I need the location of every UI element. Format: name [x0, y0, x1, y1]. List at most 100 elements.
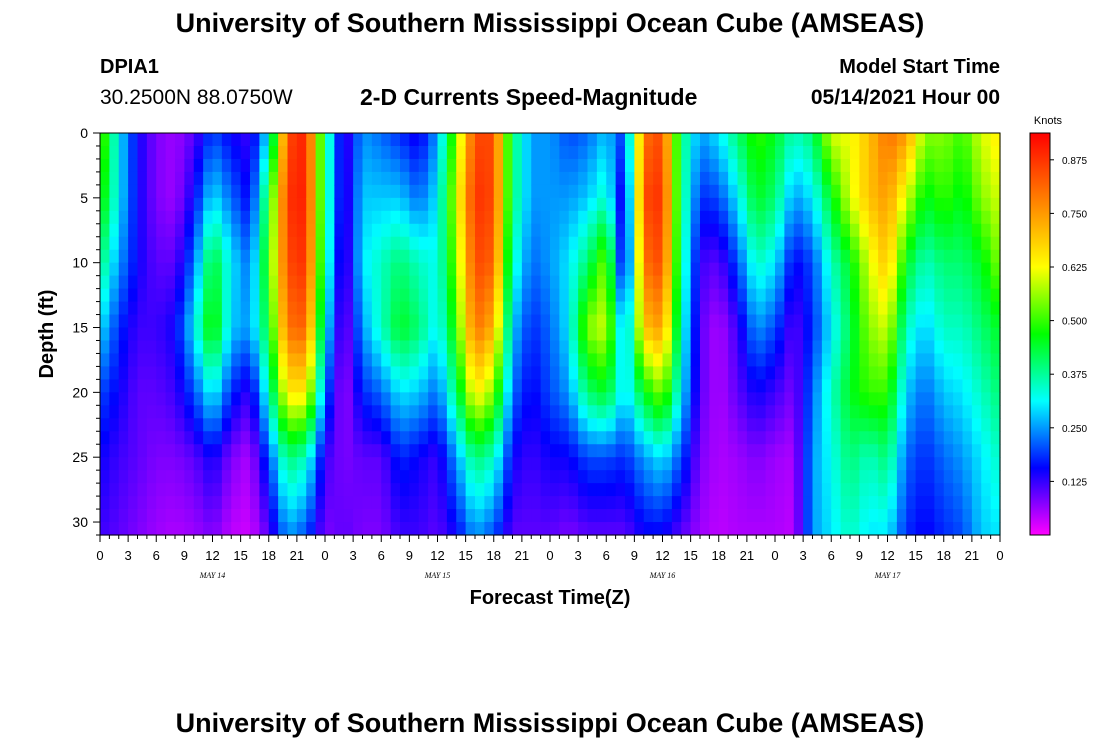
- heatmap-cell: [943, 236, 954, 251]
- heatmap-cell: [765, 314, 776, 329]
- heatmap-cell: [765, 392, 776, 406]
- heatmap-cell: [306, 509, 317, 523]
- heatmap-cell: [137, 262, 148, 277]
- heatmap-cell: [259, 522, 270, 536]
- heatmap-cell: [306, 405, 317, 419]
- heatmap-cell: [315, 457, 326, 471]
- heatmap-cell: [896, 340, 907, 355]
- heatmap-cell: [315, 314, 326, 329]
- heatmap-cell: [484, 262, 495, 277]
- heatmap-cell: [296, 223, 307, 238]
- heatmap-cell: [521, 314, 532, 329]
- heatmap-cell: [484, 171, 495, 186]
- heatmap-cell: [381, 418, 392, 432]
- heatmap-cell: [971, 522, 982, 536]
- x-tick-label: 15: [233, 548, 247, 563]
- heatmap-cell: [400, 288, 410, 303]
- heatmap-cell: [765, 431, 776, 445]
- heatmap-cell: [953, 275, 964, 290]
- heatmap-cell: [709, 457, 720, 471]
- heatmap-cell: [484, 301, 495, 316]
- heatmap-cell: [765, 145, 776, 160]
- heatmap-cell: [343, 418, 354, 432]
- heatmap-cell: [446, 171, 457, 186]
- heatmap-cell: [943, 145, 954, 160]
- heatmap-cell: [446, 418, 457, 432]
- heatmap-cell: [531, 301, 542, 316]
- heatmap-cell: [559, 210, 570, 225]
- heatmap-cell: [925, 418, 935, 432]
- heatmap-cell: [306, 301, 317, 316]
- heatmap-cell: [184, 184, 195, 199]
- heatmap-cell: [718, 197, 729, 212]
- heatmap-cell: [625, 171, 635, 186]
- heatmap-cell: [203, 405, 214, 419]
- heatmap-cell: [868, 210, 879, 225]
- heatmap-cell: [353, 236, 364, 251]
- heatmap-cell: [381, 483, 392, 497]
- heatmap-cell: [456, 392, 467, 406]
- heatmap-cell: [690, 210, 701, 225]
- heatmap-cell: [728, 392, 739, 406]
- heatmap-cell: [953, 210, 964, 225]
- heatmap-cell: [231, 379, 242, 393]
- heatmap-cell: [493, 327, 504, 342]
- heatmap-cell: [259, 457, 270, 471]
- heatmap-cell: [784, 418, 795, 432]
- heatmap-cell: [493, 509, 504, 523]
- heatmap-cell: [381, 249, 392, 264]
- heatmap-cell: [587, 379, 598, 393]
- heatmap-cell: [221, 184, 232, 199]
- heatmap-cell: [587, 249, 598, 264]
- heatmap-cell: [212, 431, 223, 445]
- heatmap-cell: [596, 431, 607, 445]
- heatmap-cell: [362, 301, 373, 316]
- heatmap-cell: [437, 197, 448, 212]
- heatmap-cell: [287, 301, 298, 316]
- heatmap-cell: [409, 249, 420, 264]
- heatmap-cell: [971, 133, 982, 147]
- heatmap-cell: [184, 262, 195, 277]
- heatmap-cell: [681, 158, 692, 173]
- heatmap-cell: [643, 366, 654, 380]
- heatmap-cell: [446, 405, 457, 419]
- heatmap-cell: [765, 418, 776, 432]
- heatmap-cell: [456, 184, 467, 199]
- heatmap-cell: [212, 262, 223, 277]
- heatmap-cell: [484, 405, 495, 419]
- heatmap-cell: [690, 262, 701, 277]
- heatmap-cell: [231, 392, 242, 406]
- heatmap-cell: [793, 509, 804, 523]
- heatmap-cell: [221, 483, 232, 497]
- heatmap-cell: [625, 158, 635, 173]
- heatmap-cell: [615, 314, 626, 329]
- heatmap-cell: [278, 145, 289, 160]
- heatmap-cell: [315, 483, 326, 497]
- heatmap-cell: [456, 340, 467, 355]
- heatmap-cell: [100, 496, 110, 510]
- heatmap-cell: [765, 249, 776, 264]
- heatmap-cell: [971, 392, 982, 406]
- heatmap-cell: [906, 496, 917, 510]
- heatmap-cell: [878, 184, 889, 199]
- heatmap-cell: [568, 522, 579, 536]
- heatmap-cell: [315, 431, 326, 445]
- heatmap-cell: [278, 483, 289, 497]
- heatmap-cell: [587, 483, 598, 497]
- heatmap-cell: [625, 444, 635, 458]
- heatmap-cell: [409, 133, 420, 147]
- heatmap-cell: [915, 522, 926, 536]
- heatmap-cell: [306, 223, 317, 238]
- heatmap-cell: [700, 223, 710, 238]
- heatmap-cell: [250, 249, 260, 264]
- heatmap-cell: [465, 223, 476, 238]
- heatmap-cell: [671, 262, 682, 277]
- heatmap-cell: [878, 275, 889, 290]
- heatmap-cell: [953, 509, 964, 523]
- heatmap-cell: [700, 444, 710, 458]
- heatmap-cell: [109, 457, 120, 471]
- heatmap-cell: [409, 327, 420, 342]
- heatmap-cell: [737, 133, 748, 147]
- heatmap-cell: [456, 457, 467, 471]
- heatmap-cell: [165, 145, 176, 160]
